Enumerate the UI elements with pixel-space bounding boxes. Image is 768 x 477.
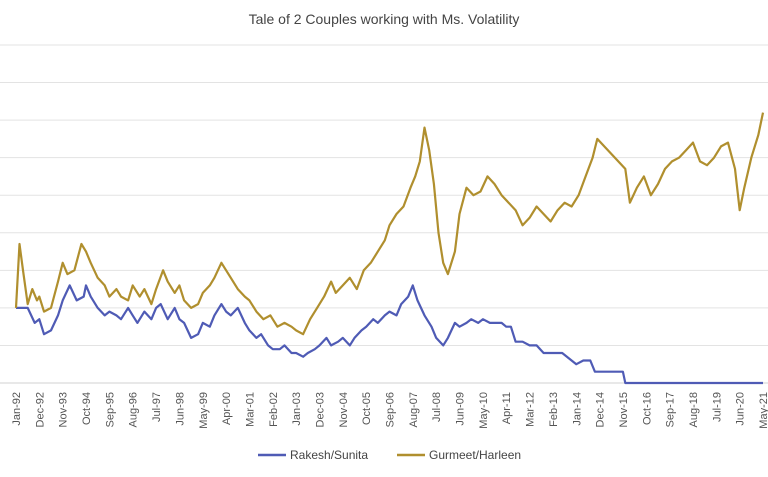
chart-title: Tale of 2 Couples working with Ms. Volat…	[249, 11, 520, 27]
series-line-rakesh-sunita	[16, 284, 763, 385]
x-tick-label: Sep-06	[385, 392, 397, 427]
x-tick-label: Jul-97	[151, 392, 163, 422]
x-tick-label: Oct-16	[641, 392, 653, 425]
series-layer	[14, 112, 765, 385]
x-tick-label: Mar-01	[244, 392, 256, 427]
x-tick-label: Jun-09	[455, 392, 467, 426]
x-tick-label: Jan-14	[571, 392, 583, 426]
x-tick-label: Oct-94	[81, 392, 93, 425]
x-tick-label: Jul-19	[711, 392, 723, 422]
x-tick-label: Jun-98	[174, 392, 186, 426]
x-tick-label: Jul-08	[431, 392, 443, 422]
x-tick-label: Mar-12	[525, 392, 537, 427]
x-tick-label: Nov-04	[338, 392, 350, 427]
legend-label: Gurmeet/Harleen	[429, 448, 521, 462]
x-tick-label: Apr-11	[501, 392, 513, 424]
x-tick-label: Jan-03	[291, 392, 303, 426]
gridlines	[0, 44, 768, 346]
x-tick-label: Jun-20	[735, 392, 747, 426]
x-tick-label: Oct-05	[361, 392, 373, 425]
legend: Rakesh/Sunita Gurmeet/Harleen	[258, 448, 521, 462]
x-tick-label: Nov-93	[58, 392, 70, 427]
x-tick-label: Feb-13	[548, 392, 560, 427]
x-tick-label: Jan-92	[11, 392, 23, 426]
x-tick-label: Aug-07	[408, 392, 420, 427]
x-tick-label: Feb-02	[268, 392, 280, 427]
x-tick-label: Dec-14	[595, 392, 607, 427]
x-tick-label: Dec-92	[34, 392, 46, 427]
x-tick-label: May-99	[198, 392, 210, 429]
x-tick-label: Dec-03	[314, 392, 326, 427]
x-tick-labels: Jan-92 Dec-92 Nov-93 Oct-94 Sep-95 Aug-96 Jul-…	[11, 392, 768, 429]
legend-label: Rakesh/Sunita	[290, 448, 368, 462]
x-tick-label: Nov-15	[618, 392, 630, 427]
x-tick-label: May-10	[478, 392, 490, 429]
x-tick-label: May-21	[758, 392, 768, 429]
x-tick-label: Sep-95	[104, 392, 116, 427]
x-tick-label: Aug-96	[128, 392, 140, 427]
series-line-gurmeet-harleen	[14, 112, 765, 336]
x-tick-label: Aug-18	[688, 392, 700, 427]
x-tick-label: Sep-17	[665, 392, 677, 427]
x-tick-label: Apr-00	[221, 392, 233, 425]
